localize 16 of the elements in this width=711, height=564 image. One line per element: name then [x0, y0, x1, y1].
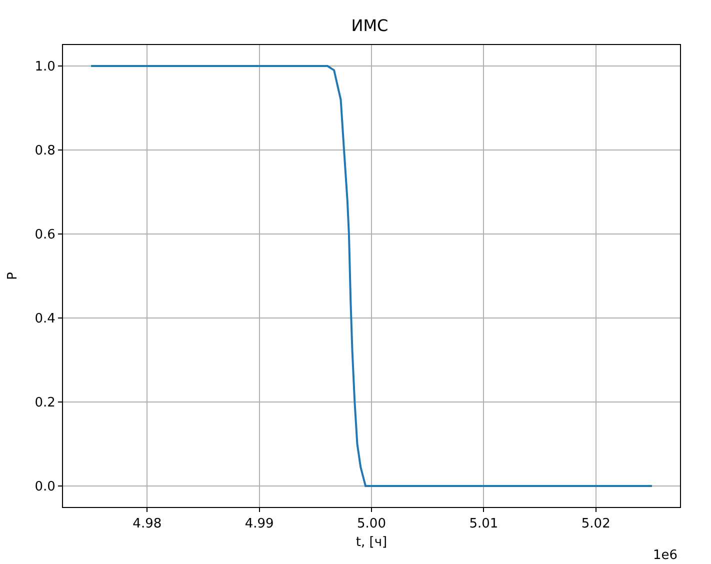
y-axis-title: P [6, 272, 21, 280]
x-tick-label: 5.01 [469, 516, 498, 532]
y-tick-label: 0.6 [34, 228, 56, 243]
chart-title: ИМС [351, 16, 388, 35]
y-tick-label: 0.4 [34, 312, 56, 327]
text: 1e6 [653, 548, 678, 563]
y-tick-label: 0.0 [34, 480, 56, 495]
y-tick-label: 0.8 [34, 144, 56, 159]
x-axis-title: t, [ч] [356, 535, 388, 550]
x-tick-label: 5.02 [581, 516, 610, 532]
x-tick-label: 5.00 [357, 516, 386, 532]
y-tick-label: 1.0 [34, 60, 56, 75]
x-tick-label: 4.99 [244, 516, 274, 532]
line-series [90, 65, 653, 487]
y-tick-label: 0.2 [34, 396, 56, 411]
x-tick-label: 4.98 [132, 516, 162, 532]
